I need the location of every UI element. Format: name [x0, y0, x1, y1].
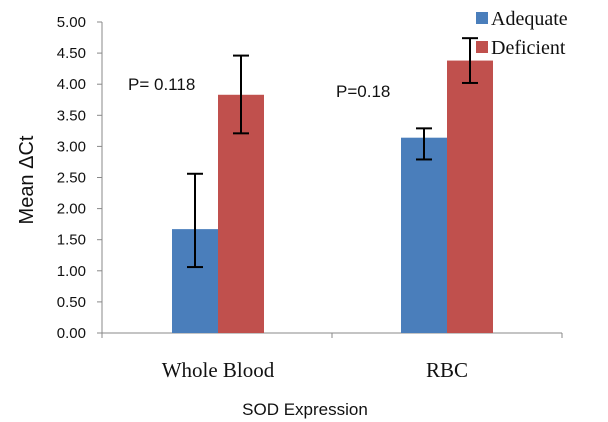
bar: [447, 60, 493, 334]
bar: [401, 137, 447, 333]
y-tick-label: 2.00: [57, 201, 86, 218]
chart-legend: Adequate Deficient: [476, 8, 568, 59]
bar: [218, 94, 264, 333]
legend-swatch: [476, 41, 488, 53]
y-tick-label: 0.00: [57, 325, 86, 342]
p-value-annotation: P=0.18: [336, 82, 390, 101]
y-tick-label: 3.00: [57, 138, 86, 155]
chart-error-bars: [187, 37, 478, 269]
chart-labels: 0.00 0.50 1.00 1.50 2.00 2.50 3.00 3.50 4.00 4.50…: [16, 14, 468, 419]
y-tick-label: 5.00: [57, 14, 86, 31]
y-tick-label: 1.00: [57, 263, 86, 280]
legend-label: Deficient: [491, 37, 566, 59]
legend-swatch: [476, 12, 488, 24]
chart-bars: [172, 60, 493, 334]
p-value-annotation: P= 0.118: [128, 75, 195, 94]
y-axis-title: Mean ΔCt: [16, 135, 38, 224]
x-tick-label: Whole Blood: [162, 358, 275, 382]
legend-label: Adequate: [491, 8, 568, 30]
y-tick-label: 0.50: [57, 294, 86, 311]
x-axis-title: SOD Expression: [242, 400, 368, 419]
y-tick-label: 4.00: [57, 76, 86, 93]
x-tick-label: RBC: [426, 358, 468, 382]
y-tick-label: 2.50: [57, 170, 86, 187]
y-tick-label: 4.50: [57, 45, 86, 62]
y-tick-label: 3.50: [57, 107, 86, 124]
y-tick-label: 1.50: [57, 232, 86, 249]
